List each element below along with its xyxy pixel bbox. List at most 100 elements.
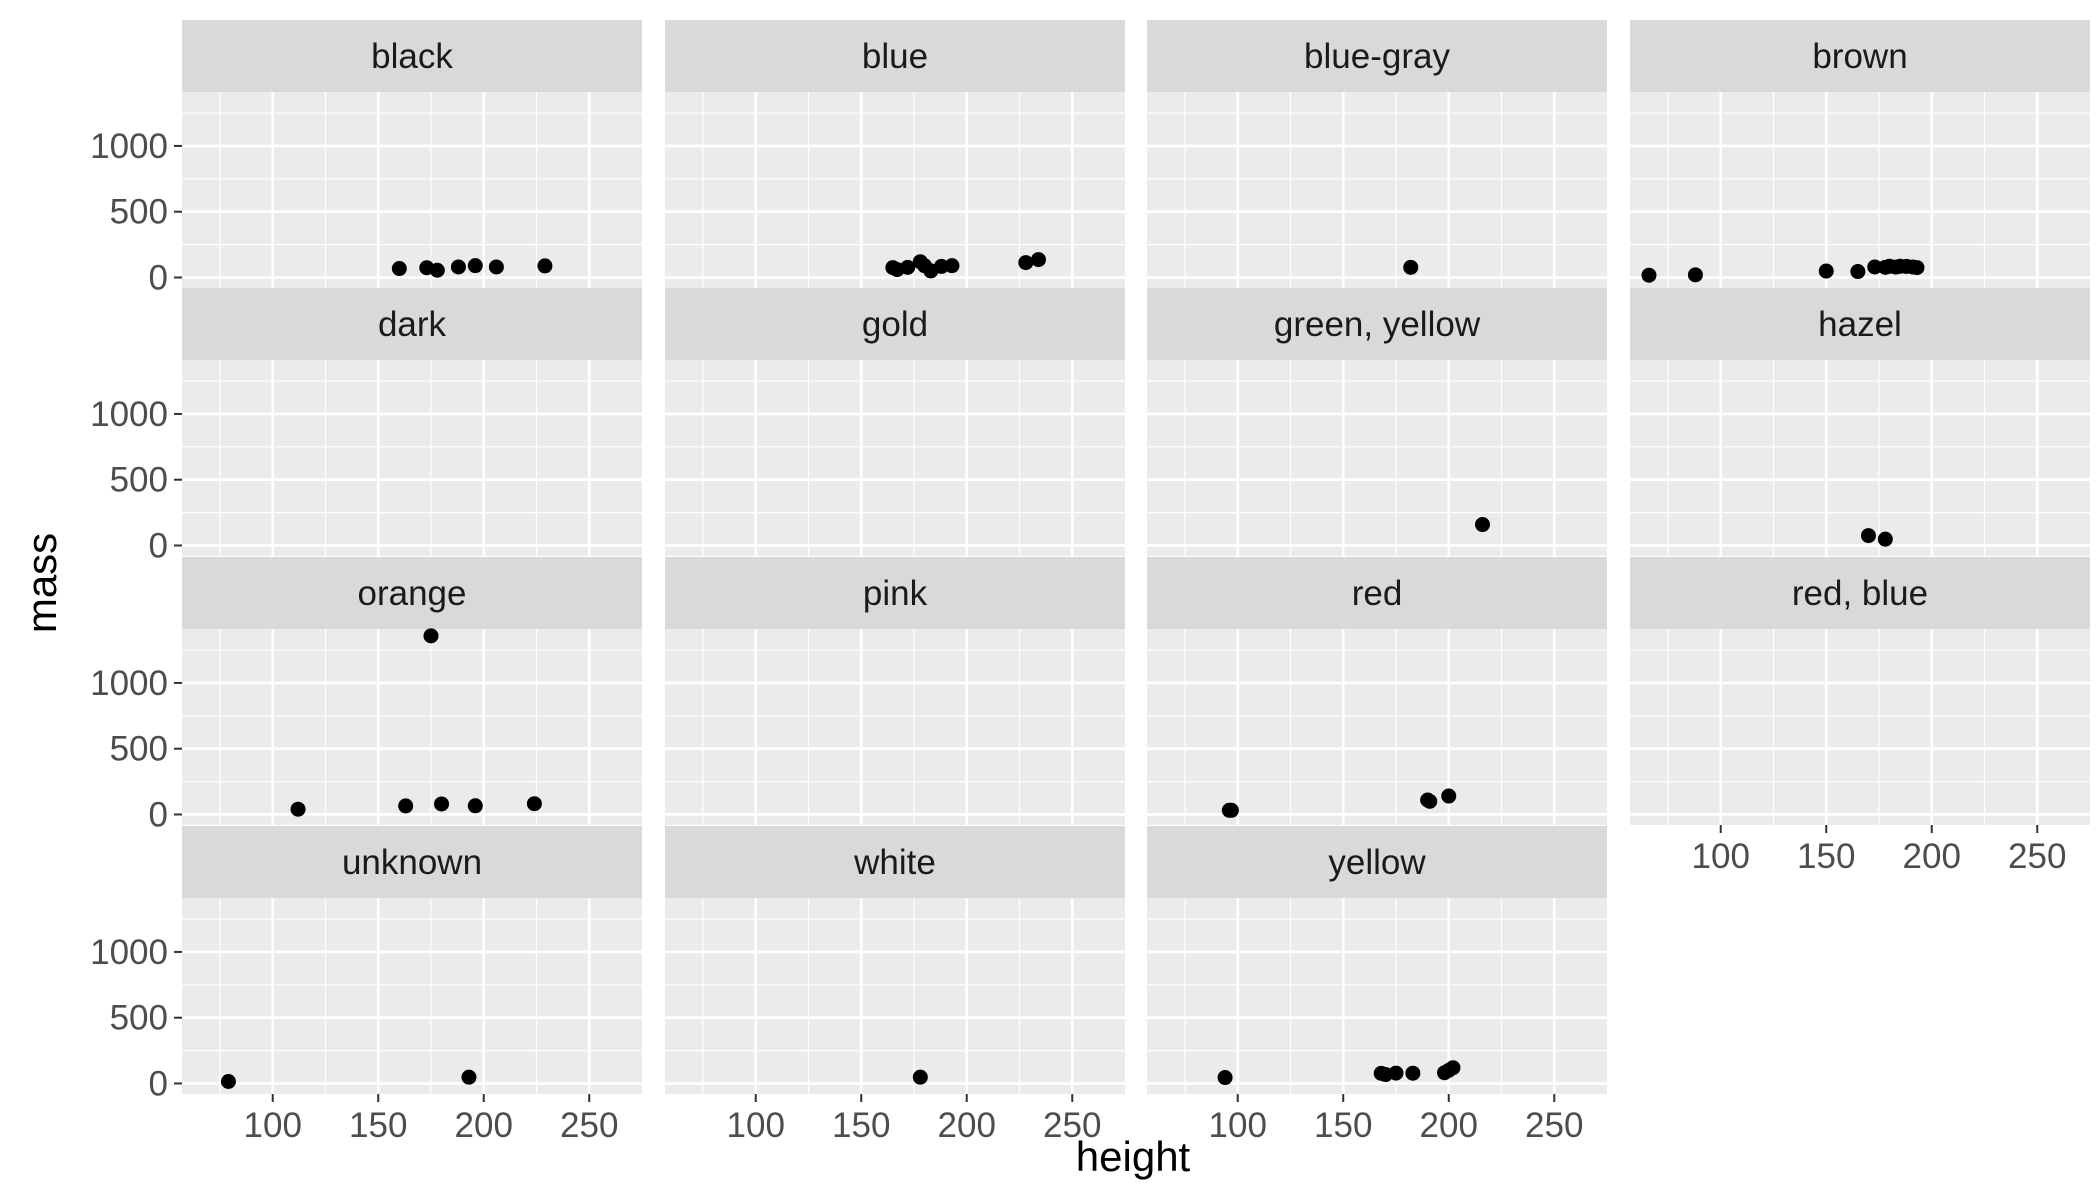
data-point <box>912 1069 928 1085</box>
facet-strip-label: pink <box>863 574 928 613</box>
y-tick-label: 500 <box>110 999 168 1038</box>
data-point <box>1018 255 1034 271</box>
facet-strip-label: red, blue <box>1792 574 1928 613</box>
facet-strip <box>1147 826 1607 898</box>
facet-strip <box>665 20 1125 92</box>
facet-strip-label: blue-gray <box>1304 37 1450 76</box>
x-tick-label: 100 <box>244 1106 302 1145</box>
data-point <box>1405 1065 1421 1081</box>
facet-strip <box>665 288 1125 360</box>
data-point <box>526 796 542 812</box>
data-point <box>1818 263 1834 279</box>
data-point <box>1445 1060 1461 1076</box>
facet-strip <box>665 826 1125 898</box>
facet-strip-label: brown <box>1812 37 1907 76</box>
data-point <box>1850 264 1866 280</box>
facet-strip <box>182 20 642 92</box>
data-point <box>1877 531 1893 547</box>
x-tick-label: 150 <box>832 1106 890 1145</box>
y-tick-label: 1000 <box>90 933 168 972</box>
x-tick-label: 100 <box>1209 1106 1267 1145</box>
panel-background <box>1147 92 1607 288</box>
facet-strip-label: dark <box>378 305 447 344</box>
facet-strip-label: white <box>853 843 936 882</box>
y-tick-label: 1000 <box>90 395 168 434</box>
y-tick-label: 0 <box>149 795 168 834</box>
y-tick-label: 500 <box>110 193 168 232</box>
facet-panel: black 0 500 1000 <box>90 20 642 297</box>
panel-background <box>182 92 642 288</box>
data-point <box>1641 267 1657 283</box>
facet-strip <box>182 288 642 360</box>
x-tick-label: 250 <box>2008 837 2066 876</box>
x-tick-label: 150 <box>349 1106 407 1145</box>
facet-strip <box>1147 20 1607 92</box>
y-tick-label: 1000 <box>90 127 168 166</box>
data-point <box>434 796 450 812</box>
facet-strip-label: gold <box>862 305 928 344</box>
y-tick-label: 500 <box>110 461 168 500</box>
data-point <box>461 1069 477 1085</box>
panel-background <box>1630 629 2090 825</box>
y-tick-label: 0 <box>149 1064 168 1103</box>
data-point <box>1388 1065 1404 1081</box>
data-point <box>537 258 553 274</box>
facet-strip-label: red <box>1352 574 1403 613</box>
facet-panel: dark 0 500 1000 <box>90 288 642 565</box>
panel-background <box>182 898 642 1094</box>
facet-strip <box>665 557 1125 629</box>
facet-panel: gold <box>665 288 1125 556</box>
data-point <box>1867 259 1883 275</box>
data-point <box>1030 252 1046 268</box>
y-tick-label: 0 <box>149 258 168 297</box>
x-tick-label: 200 <box>938 1106 996 1145</box>
facet-panel: yellow 100 150 200 250 <box>1147 826 1607 1145</box>
data-point <box>944 258 960 274</box>
data-point <box>450 259 466 275</box>
facet-panel: white 100 150 200 250 <box>665 826 1125 1145</box>
panel-background <box>665 92 1125 288</box>
y-tick-label: 1000 <box>90 664 168 703</box>
data-point <box>398 798 414 814</box>
panel-background <box>1147 629 1607 825</box>
data-point <box>220 1074 236 1090</box>
x-tick-label: 250 <box>1043 1106 1101 1145</box>
facet-panel: red, blue 100 150 200 250 <box>1630 557 2090 876</box>
facet-strip-label: green, yellow <box>1274 305 1481 344</box>
data-point <box>900 259 916 275</box>
data-point <box>1860 528 1876 544</box>
panel-background <box>182 629 642 825</box>
facet-strip <box>1630 20 2090 92</box>
panel-background <box>1147 360 1607 556</box>
data-point <box>1403 259 1419 275</box>
x-tick-label: 200 <box>1420 1106 1478 1145</box>
panel-background <box>1630 92 2090 288</box>
facet-strip <box>1147 288 1607 360</box>
panel-background <box>665 898 1125 1094</box>
facet-panel: unknown 0 500 1000 100 150 200 250 <box>90 826 642 1145</box>
data-point <box>290 801 306 817</box>
data-point <box>1687 267 1703 283</box>
facet-strip-label: orange <box>358 574 467 613</box>
facet-strip <box>182 557 642 629</box>
facet-strip <box>1630 288 2090 360</box>
data-point <box>467 798 483 814</box>
facet-strip-label: unknown <box>342 843 482 882</box>
facet-panel: hazel <box>1630 288 2090 556</box>
panel-background <box>1147 898 1607 1094</box>
facet-panel: blue-gray <box>1147 20 1607 288</box>
x-tick-label: 200 <box>455 1106 513 1145</box>
facet-strip-label: yellow <box>1328 843 1426 882</box>
facet-panel: blue <box>665 20 1125 288</box>
panel-background <box>1630 360 2090 556</box>
facet-strip-label: black <box>371 37 453 76</box>
data-point <box>391 261 407 277</box>
panel-background <box>665 360 1125 556</box>
x-tick-label: 150 <box>1314 1106 1372 1145</box>
x-axis-title: height <box>1076 1133 1191 1180</box>
data-point <box>429 262 445 278</box>
x-tick-label: 150 <box>1797 837 1855 876</box>
